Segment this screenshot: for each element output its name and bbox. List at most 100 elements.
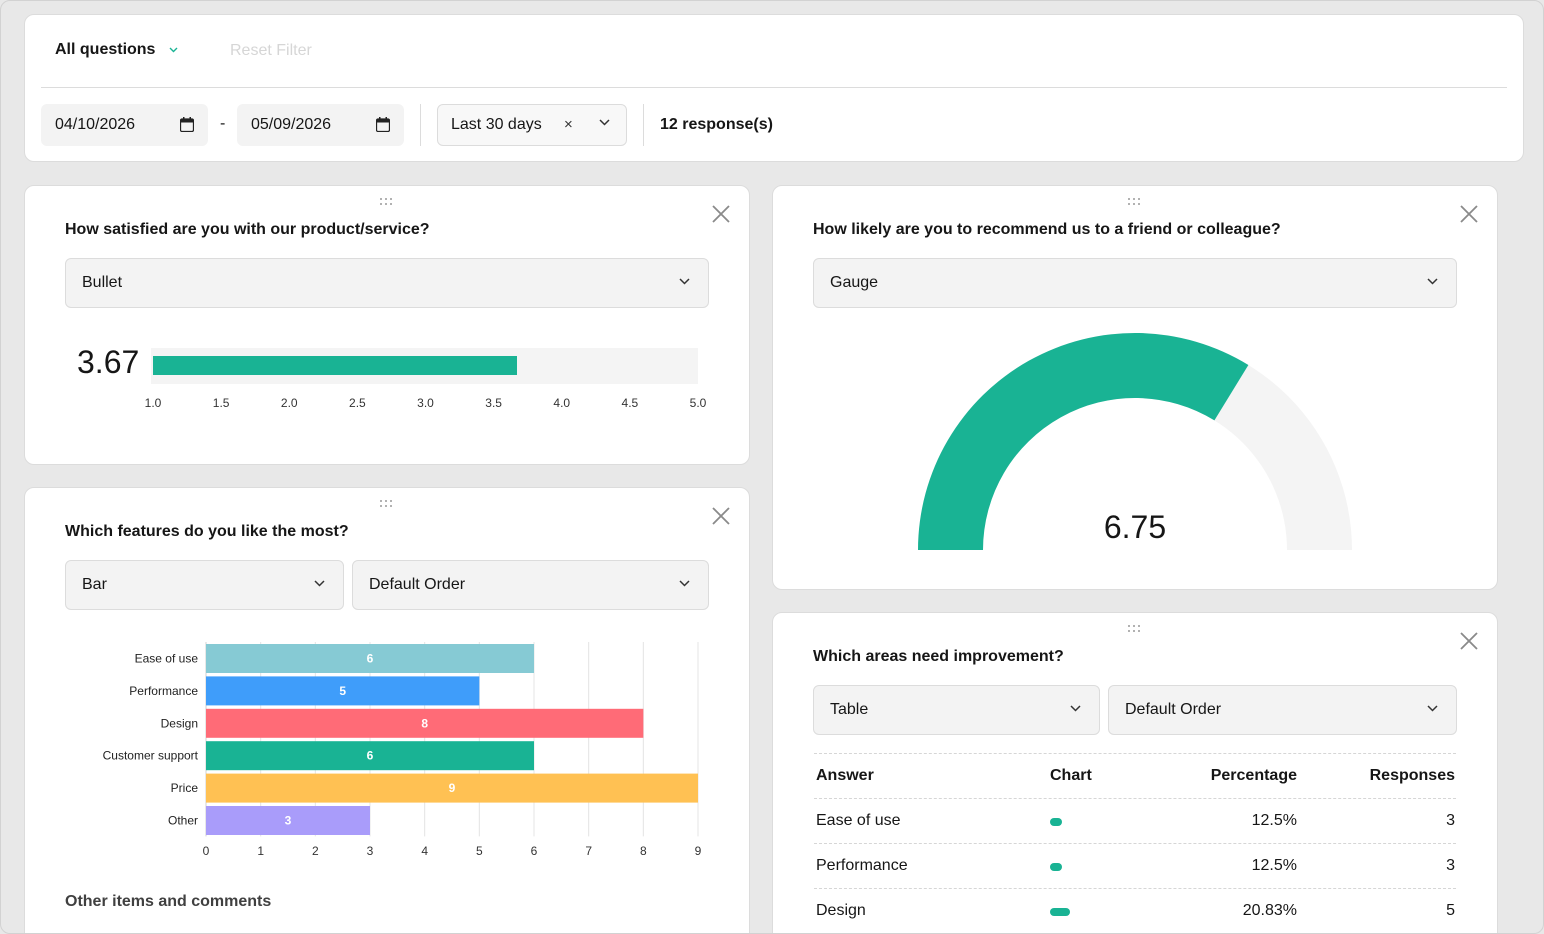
column-header-percentage[interactable]: Percentage <box>1210 767 1297 784</box>
chevron-down-icon <box>679 580 690 587</box>
table-row: Performance 12.5% 3 <box>814 843 1456 888</box>
x-tick-label: 0 <box>203 844 210 858</box>
category-label: Price <box>171 781 199 795</box>
filter-panel: All questions Reset Filter 04/10/2026 - … <box>24 14 1524 162</box>
share-bar <box>1050 863 1062 871</box>
date-to-input[interactable]: 05/09/2026 <box>237 104 404 146</box>
chevron-down-icon <box>169 47 178 53</box>
divider <box>643 104 644 146</box>
bar[interactable] <box>206 773 698 803</box>
responses-cell: 3 <box>1446 812 1455 829</box>
question-title: How satisfied are you with our product/s… <box>65 221 430 238</box>
reset-filter-button[interactable]: Reset Filter <box>230 42 312 59</box>
bar-value-label: 3 <box>285 814 292 828</box>
axis-tick-label: 1.0 <box>144 396 162 410</box>
bar-value-label: 6 <box>367 652 374 666</box>
axis-tick-label: 5.0 <box>689 396 707 410</box>
category-label: Design <box>161 716 198 730</box>
answer-cell: Design <box>816 902 866 919</box>
calendar-icon[interactable] <box>376 117 390 132</box>
category-label: Ease of use <box>135 652 199 666</box>
bar-value-label: 5 <box>339 684 346 698</box>
x-tick-label: 2 <box>312 844 319 858</box>
question-title: Which features do you like the most? <box>65 523 349 540</box>
chevron-down-icon <box>599 119 610 126</box>
visualization-select-value: Gauge <box>830 274 879 291</box>
x-tick-label: 4 <box>421 844 428 858</box>
visualization-select[interactable]: Bar <box>65 560 344 610</box>
percentage-cell: 12.5% <box>1251 857 1297 874</box>
bar-value-label: 8 <box>421 716 428 730</box>
date-range-select[interactable]: Last 30 days × <box>437 104 627 146</box>
order-select[interactable]: Default Order <box>1108 685 1457 735</box>
clear-range-button[interactable]: × <box>564 116 573 133</box>
table-row: Ease of use 12.5% 3 <box>814 798 1456 843</box>
x-tick-label: 7 <box>585 844 592 858</box>
table-header-row: Answer Chart Percentage Responses <box>814 753 1456 798</box>
drag-handle-icon[interactable] <box>1128 198 1142 206</box>
share-bar <box>1050 908 1070 916</box>
x-tick-label: 5 <box>476 844 483 858</box>
close-icon[interactable] <box>1460 205 1478 223</box>
axis-tick-label: 1.5 <box>212 396 230 410</box>
close-icon[interactable] <box>1460 632 1478 650</box>
visualization-select-value: Bullet <box>82 274 123 291</box>
x-tick-label: 1 <box>257 844 264 858</box>
improvement-card: Which areas need improvement? Table Defa… <box>772 612 1498 933</box>
column-header-responses[interactable]: Responses <box>1369 767 1455 784</box>
percentage-cell: 20.83% <box>1242 902 1297 919</box>
drag-handle-icon[interactable] <box>380 198 394 206</box>
table-row: Design 20.83% 5 <box>814 888 1456 933</box>
divider <box>420 104 421 146</box>
visualization-select[interactable]: Table <box>813 685 1100 735</box>
drag-handle-icon[interactable] <box>1128 625 1142 633</box>
other-comments-title: Other items and comments <box>65 893 272 910</box>
x-tick-label: 9 <box>695 844 702 858</box>
divider <box>41 87 1507 88</box>
bar[interactable] <box>206 644 534 673</box>
percentage-cell: 12.5% <box>1251 812 1297 829</box>
axis-tick-label: 3.0 <box>417 396 434 410</box>
question-filter-label: All questions <box>55 41 156 58</box>
visualization-select[interactable]: Bullet <box>65 258 709 308</box>
features-bar-chart: 0 1 2 3 4 5 6 7 8 9 Ease of use 6 Performance 5 Design… <box>103 642 702 858</box>
responses-cell: 5 <box>1446 902 1455 919</box>
bar-value-label: 6 <box>367 749 374 763</box>
gauge-value-arc <box>918 332 1249 550</box>
question-title: How likely are you to recommend us to a … <box>813 221 1281 238</box>
drag-handle-icon[interactable] <box>380 500 394 508</box>
date-separator: - <box>220 115 226 132</box>
bar[interactable] <box>206 741 534 771</box>
date-from-input[interactable]: 04/10/2026 <box>41 104 208 146</box>
bar[interactable] <box>206 806 370 835</box>
axis-tick-label: 2.0 <box>280 396 298 410</box>
close-icon[interactable] <box>712 507 730 525</box>
chevron-down-icon <box>1427 705 1438 712</box>
category-label: Other <box>168 814 198 828</box>
bar[interactable] <box>206 676 480 706</box>
order-select[interactable]: Default Order <box>352 560 709 610</box>
category-label: Performance <box>129 684 198 698</box>
x-tick-label: 6 <box>531 844 538 858</box>
chevron-down-icon <box>679 278 690 285</box>
visualization-select-value: Table <box>830 701 869 718</box>
recommend-card: How likely are you to recommend us to a … <box>772 185 1498 590</box>
axis-tick-label: 3.5 <box>485 396 502 410</box>
date-range-value: Last 30 days <box>451 116 542 133</box>
gauge-value: 6.75 <box>1103 509 1167 545</box>
column-header-answer[interactable]: Answer <box>816 767 874 784</box>
x-tick-label: 8 <box>640 844 647 858</box>
calendar-icon[interactable] <box>180 117 194 132</box>
chevron-down-icon <box>1070 705 1081 712</box>
answer-cell: Performance <box>816 857 908 874</box>
axis-tick-label: 4.5 <box>621 396 639 410</box>
question-filter-select[interactable]: All questions <box>55 41 178 59</box>
axis-tick-label: 4.0 <box>553 396 571 410</box>
answers-table: Answer Chart Percentage Responses Ease o… <box>814 753 1456 933</box>
bar[interactable] <box>206 708 644 738</box>
visualization-select[interactable]: Gauge <box>813 258 1457 308</box>
chevron-down-icon <box>314 580 325 587</box>
category-label: Customer support <box>103 749 199 763</box>
close-icon[interactable] <box>712 205 730 223</box>
